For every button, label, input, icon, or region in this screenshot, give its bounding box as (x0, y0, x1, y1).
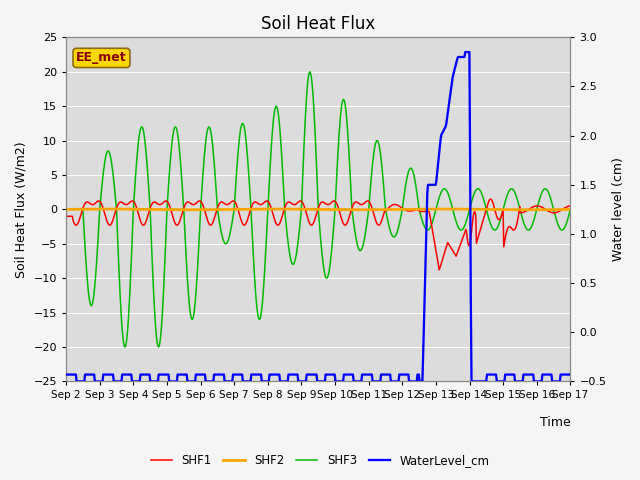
SHF2 (62, 206, 70, 212)
Legend: SHF1, SHF2, SHF3, WaterLevel_cm: SHF1, SHF2, SHF3, WaterLevel_cm (146, 449, 494, 472)
SHF1 (175, 221, 182, 227)
SHF3 (72, 206, 79, 212)
SHF3 (62, 206, 70, 212)
X-axis label: Time: Time (540, 416, 570, 429)
SHF2 (72, 206, 79, 212)
Line: SHF3: SHF3 (66, 72, 570, 347)
WaterLevel_cm (395, 379, 403, 384)
SHF2 (175, 207, 183, 213)
SHF2 (566, 206, 574, 212)
WaterLevel_cm (566, 372, 574, 377)
SHF1 (201, 209, 209, 215)
Line: SHF1: SHF1 (66, 199, 570, 270)
SHF3 (202, 139, 209, 145)
WaterLevel_cm (62, 372, 70, 377)
SHF1 (124, 202, 131, 207)
WaterLevel_cm (73, 379, 81, 384)
Text: EE_met: EE_met (76, 51, 127, 64)
SHF2 (202, 207, 209, 213)
SHF3 (175, 143, 183, 148)
SHF1 (62, 214, 70, 219)
SHF1 (394, 203, 402, 208)
SHF1 (486, 196, 494, 202)
SHF3 (307, 69, 314, 75)
Line: SHF2: SHF2 (66, 209, 570, 210)
SHF1 (380, 213, 387, 219)
SHF3 (381, 194, 388, 200)
SHF2 (525, 207, 532, 213)
SHF1 (435, 267, 443, 273)
WaterLevel_cm (72, 372, 79, 377)
WaterLevel_cm (175, 372, 183, 377)
SHF3 (396, 221, 403, 227)
SHF2 (395, 206, 403, 212)
SHF2 (124, 206, 132, 212)
Title: Soil Heat Flux: Soil Heat Flux (261, 15, 376, 33)
WaterLevel_cm (202, 379, 209, 384)
SHF2 (380, 207, 388, 213)
SHF2 (104, 206, 112, 212)
SHF3 (566, 206, 574, 212)
SHF3 (124, 324, 132, 330)
Y-axis label: Soil Heat Flux (W/m2): Soil Heat Flux (W/m2) (15, 141, 28, 278)
SHF1 (566, 203, 574, 209)
WaterLevel_cm (380, 372, 388, 377)
Line: WaterLevel_cm: WaterLevel_cm (66, 52, 570, 382)
SHF3 (121, 344, 129, 350)
WaterLevel_cm (461, 49, 469, 55)
WaterLevel_cm (124, 372, 132, 377)
Y-axis label: Water level (cm): Water level (cm) (612, 157, 625, 261)
SHF1 (72, 222, 79, 228)
